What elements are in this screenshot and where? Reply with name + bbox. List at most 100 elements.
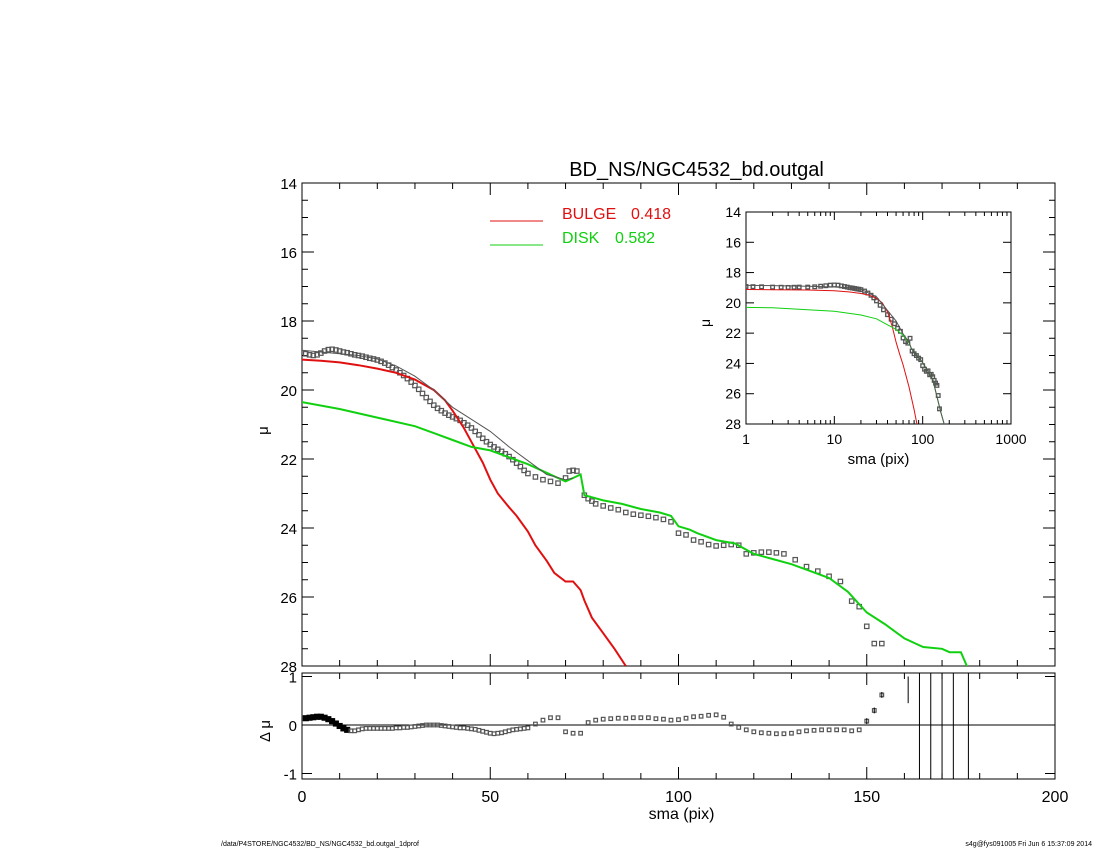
resid-data-point: [728, 721, 734, 727]
resid-data-point: [804, 728, 809, 734]
resid-data-point: [773, 731, 779, 737]
main-series-line-disk: [302, 401, 968, 666]
resid-x-tick-label: 0: [298, 789, 307, 806]
main-data-point: [645, 513, 652, 520]
resid-data-point: [615, 715, 621, 721]
inset-data-point: [881, 307, 886, 313]
main-data-point: [713, 543, 719, 549]
resid-data-point: [495, 730, 501, 736]
inset-data-point: [892, 321, 897, 327]
resid-data-point: [751, 729, 757, 735]
resid-data-point: [487, 730, 493, 736]
legend-label-bulge: BULGE: [562, 206, 616, 223]
main-data-point: [570, 467, 576, 474]
main-y-tick-label: 22: [280, 452, 297, 469]
resid-data-point: [623, 715, 629, 721]
resid-plot-area: [302, 673, 969, 779]
main-y-tick-label: 18: [280, 314, 297, 331]
resid-data-point: [405, 725, 410, 730]
resid-data-point: [378, 725, 384, 731]
resid-data-point: [491, 731, 497, 737]
main-data-point: [310, 352, 317, 359]
resid-data-point: [661, 716, 666, 722]
resid-data-point: [356, 727, 361, 733]
inset-y-tick-label: 28: [725, 416, 741, 432]
main-data-point: [683, 532, 689, 538]
main-series-line-bulge: [302, 358, 627, 666]
resid-data-point: [461, 725, 467, 731]
inset-data-point: [918, 357, 924, 363]
inset-data-point: [791, 284, 797, 290]
inset-data-point: [750, 284, 756, 290]
resid-data-point: [472, 726, 478, 732]
resid-data-point: [826, 727, 832, 733]
inset-data-point: [888, 316, 894, 322]
resid-data-point: [480, 728, 486, 734]
resid-x-axis-label: sma (pix): [649, 806, 715, 823]
main-data-point: [555, 480, 561, 486]
main-data-point: [766, 549, 772, 555]
main-y-tick-label: 14: [280, 176, 297, 193]
inset-data-point: [805, 284, 811, 290]
main-data-point: [547, 478, 554, 485]
resid-data-point: [608, 716, 614, 722]
main-data-point: [525, 470, 531, 477]
legend-value-disk: 0.582: [615, 230, 655, 247]
resid-data-point: [585, 720, 591, 725]
inset-y-tick-label: 16: [725, 234, 741, 250]
resid-data-point: [721, 714, 727, 720]
resid-data-point: [517, 726, 523, 732]
inset-data-point: [934, 382, 940, 388]
main-data-point: [871, 640, 878, 647]
resid-data-point: [555, 715, 561, 721]
main-data-point: [668, 518, 674, 525]
resid-data-point: [533, 721, 538, 727]
resid-data-point: [668, 717, 674, 723]
resid-data-point: [706, 712, 712, 718]
main-data-point: [607, 505, 614, 511]
resid-data-point: [856, 727, 862, 733]
main-data-point: [698, 538, 704, 545]
resid-data-point: [521, 725, 527, 731]
inset-y-tick-label: 14: [725, 204, 741, 220]
resid-data-point: [525, 725, 531, 731]
main-data-point: [781, 551, 787, 557]
resid-data-point: [630, 715, 636, 721]
inset-data-point: [746, 284, 749, 289]
main-data-point: [302, 350, 309, 357]
inset-x-tick-label: 10: [827, 431, 843, 447]
resid-data-point: [548, 715, 553, 721]
resid-data-point: [408, 724, 414, 730]
main-data-point: [638, 512, 644, 519]
main-data-point: [472, 428, 478, 435]
main-data-point: [630, 511, 637, 518]
legend-value-bulge: 0.418: [631, 206, 671, 223]
resid-x-tick-label: 150: [853, 789, 880, 806]
resid-data-point: [698, 713, 704, 719]
legend-label-disk: DISK: [562, 230, 600, 247]
resid-data-point: [386, 725, 391, 731]
main-data-point: [329, 346, 335, 353]
inset-plot-frame: [745, 211, 1012, 425]
main-data-point: [476, 432, 482, 438]
resid-y-tick-label: -1: [284, 767, 297, 784]
main-y-tick-label: 16: [280, 245, 297, 262]
resid-data-point: [457, 725, 463, 731]
footer-file-path: /data/P4STORE/NGC4532/BD_NS/NGC4532_bd.o…: [221, 841, 419, 848]
resid-data-point: [393, 725, 399, 731]
resid-data-point: [465, 725, 471, 731]
resid-data-point: [506, 728, 512, 734]
main-data-point: [333, 347, 339, 353]
resid-data-point: [442, 723, 448, 729]
main-data-point: [720, 542, 727, 549]
resid-data-point: [819, 727, 824, 733]
resid-data-point: [645, 715, 651, 721]
resid-data-point: [578, 730, 584, 736]
inset-data-point: [823, 283, 829, 289]
main-data-point: [521, 467, 527, 474]
main-y-tick-label: 28: [280, 659, 297, 676]
resid-data-point: [743, 727, 749, 733]
main-y-tick-label: 20: [280, 383, 297, 400]
resid-y-tick-label: 1: [289, 670, 297, 687]
resid-data-point: [510, 727, 516, 733]
